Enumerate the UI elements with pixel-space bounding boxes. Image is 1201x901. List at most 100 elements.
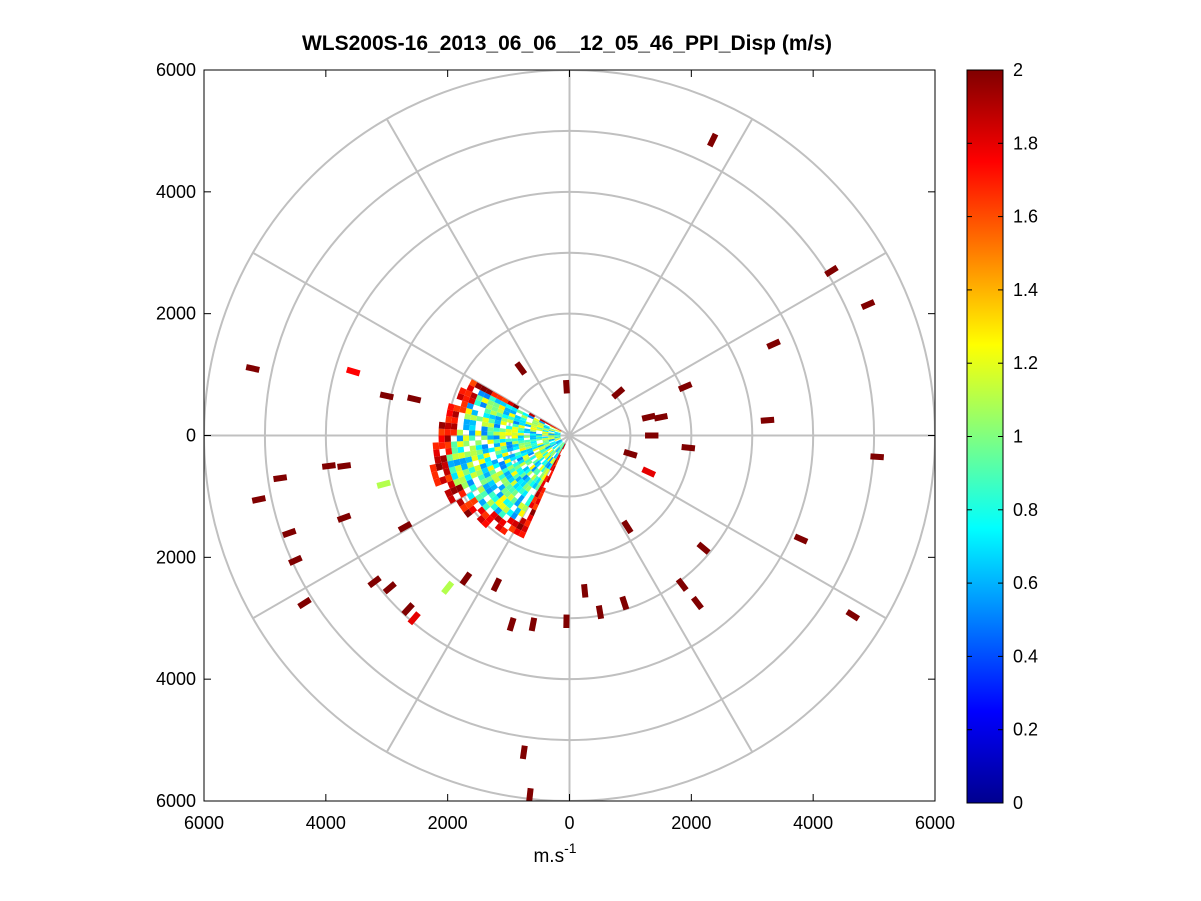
sector-cell [490, 502, 499, 511]
sector-cell [519, 447, 527, 452]
sector-cell [525, 485, 532, 493]
return-mark [621, 519, 634, 535]
sector-cell [549, 449, 555, 455]
sector-cell [552, 459, 558, 466]
sector-cell [499, 431, 506, 436]
return-mark [251, 495, 266, 504]
sector-cell [555, 439, 562, 443]
sector-cell [512, 473, 520, 480]
sector-cell [456, 392, 465, 401]
sector-cell [553, 452, 558, 459]
sector-cell [521, 474, 529, 481]
sector-cell [526, 460, 533, 466]
sector-cell [529, 437, 537, 440]
sector-cell [433, 477, 442, 487]
sector-cell [548, 436, 555, 438]
bearing-spoke [569, 251, 887, 437]
sector-cell [511, 519, 520, 528]
sector-cell [555, 446, 560, 453]
sector-cell [506, 447, 514, 453]
sector-cell [518, 424, 525, 429]
sector-cell [548, 434, 555, 436]
sector-cell [483, 471, 491, 479]
sector-cell [522, 465, 530, 472]
sector-cell [531, 421, 539, 426]
sector-cell [531, 423, 538, 427]
sector-cell [466, 461, 474, 469]
sector-cell [521, 489, 529, 498]
sector-cell [545, 454, 552, 461]
sector-cell [507, 493, 515, 502]
sector-cell [524, 423, 532, 428]
y-tick-label: 0 [186, 426, 196, 446]
return-mark [760, 416, 775, 424]
sector-cell [515, 454, 523, 460]
sector-cell [498, 483, 506, 492]
colorbar-tick-label: 0.6 [1013, 573, 1038, 593]
sector-cell [512, 420, 520, 425]
return-mark [766, 338, 781, 350]
sector-cell [448, 466, 457, 475]
sector-cell [511, 432, 518, 436]
sector-cell [535, 477, 542, 485]
sector-cell [475, 444, 483, 451]
sector-cell [558, 441, 564, 447]
sector-cell [517, 437, 525, 441]
return-mark [459, 571, 473, 586]
sparse-returns [245, 132, 885, 801]
return-mark [824, 264, 839, 278]
sector-cell [557, 454, 561, 461]
sector-cell [518, 530, 527, 539]
sector-cell [532, 467, 539, 474]
sector-cell [456, 470, 465, 479]
sector-cell [498, 460, 506, 467]
sector-cell [543, 424, 551, 428]
sector-cell [559, 442, 565, 448]
sector-cell [490, 472, 499, 480]
return-mark [860, 299, 876, 310]
sector-cell [538, 445, 545, 450]
sector-cell [481, 510, 490, 520]
sector-cell [554, 436, 561, 439]
sector-cell [533, 417, 540, 422]
sector-cell [514, 451, 522, 457]
sector-cell [494, 446, 501, 452]
sector-cell [526, 470, 533, 477]
sector-cell [544, 453, 551, 460]
sector-cell [529, 435, 537, 438]
sector-cell [549, 464, 555, 471]
sector-cell [494, 514, 503, 524]
sector-cell [485, 486, 494, 495]
sector-cell [540, 466, 547, 473]
sector-cell [519, 419, 527, 424]
sector-cell [533, 460, 541, 467]
dense-scan-sector [429, 379, 566, 539]
sector-cell [499, 494, 508, 503]
sector-cell [556, 440, 562, 444]
sector-cell [521, 451, 528, 457]
sector-cell [511, 440, 519, 445]
sector-cell [479, 401, 488, 409]
sector-cell [500, 445, 507, 451]
sector-cell [530, 439, 537, 442]
sector-cell [468, 397, 476, 405]
sector-cell [539, 447, 546, 453]
return-mark [581, 583, 589, 598]
sector-cell [433, 449, 441, 457]
sector-cell [554, 446, 560, 452]
polar-grid [204, 70, 935, 801]
sector-cell [471, 455, 479, 462]
sector-cell [510, 511, 519, 520]
sector-cell [488, 418, 496, 424]
sector-cell [545, 421, 552, 426]
sector-cell [465, 456, 473, 464]
sector-cell [466, 478, 475, 487]
sector-cell [477, 453, 485, 460]
sector-cell [554, 453, 559, 460]
sector-cell [544, 444, 551, 448]
return-mark [845, 609, 861, 622]
sector-cell [534, 450, 541, 456]
sector-cell [519, 461, 527, 468]
sector-cell [530, 427, 537, 431]
sector-cell [525, 445, 532, 450]
